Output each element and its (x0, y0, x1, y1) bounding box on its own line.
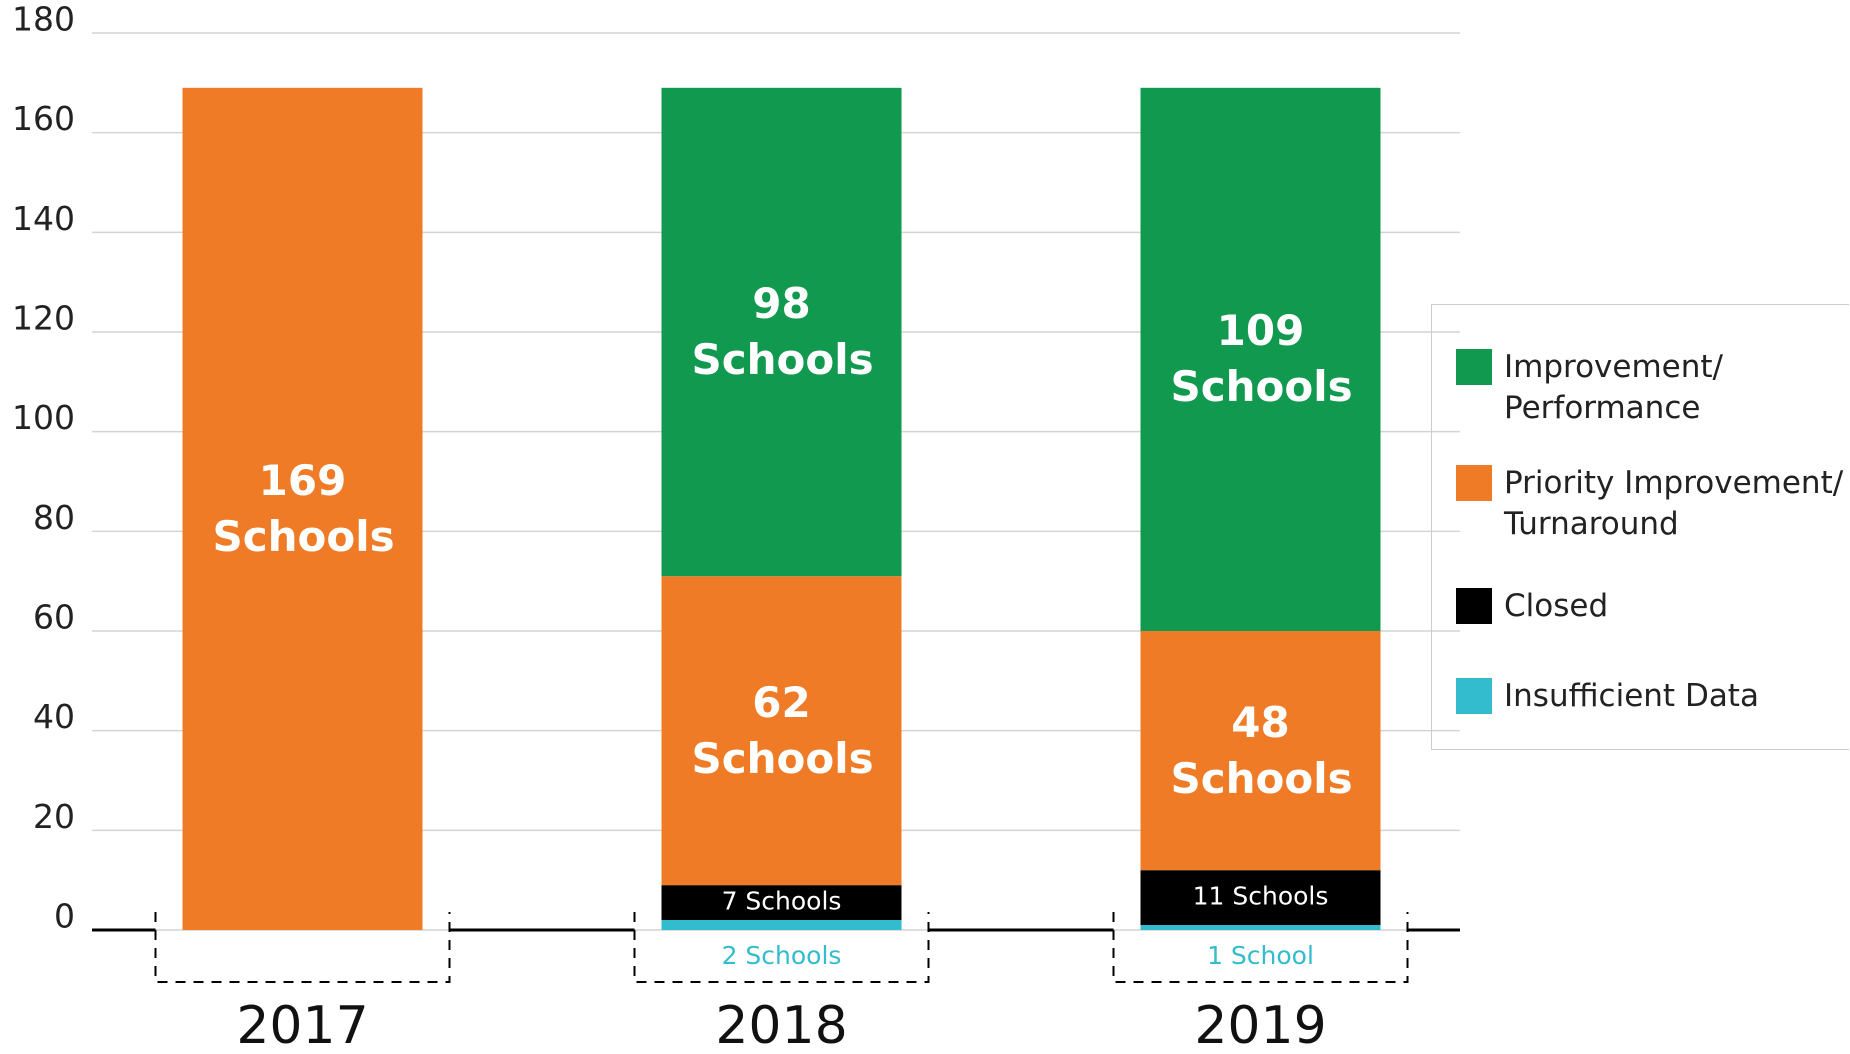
y-tick-label: 20 (33, 797, 75, 836)
bar-segment (1140, 925, 1381, 930)
legend-swatch (1456, 349, 1492, 385)
axis-bracket (154, 912, 451, 983)
bar-segment (661, 576, 902, 886)
bar-segment (1140, 870, 1381, 926)
axis-bracket (633, 912, 930, 983)
bar-segment (1140, 631, 1381, 871)
data-label: 2 Schools (722, 941, 842, 970)
legend-item: Closed (1456, 586, 1844, 627)
y-tick-label: 0 (54, 897, 75, 936)
bar-segment (1140, 87, 1381, 632)
y-tick-label: 180 (12, 0, 75, 39)
data-label: 109 Schools (1170, 306, 1353, 412)
data-label: 11 Schools (1193, 882, 1329, 911)
data-label: 1 School (1207, 941, 1314, 970)
legend-label: Closed (1504, 588, 1609, 624)
y-tick-label: 120 (12, 299, 75, 338)
legend-swatch (1456, 465, 1492, 501)
x-tick-label: 2018 (715, 996, 847, 1054)
data-label: 7 Schools (722, 887, 842, 916)
y-tick-label: 80 (33, 498, 75, 537)
legend-swatch (1456, 588, 1492, 624)
bar-segment (661, 885, 902, 921)
data-label: 169 Schools (212, 455, 395, 561)
data-label: 98 Schools (691, 279, 874, 384)
y-tick-label: 60 (33, 598, 75, 637)
legend-item: Insufficient Data (1456, 676, 1844, 717)
legend-item: Priority Improvement/ Turnaround (1456, 463, 1844, 545)
y-tick-label: 40 (33, 697, 75, 736)
bar-segment (182, 87, 423, 931)
legend-label: Improvement/ Performance (1504, 349, 1723, 426)
bar-segment (661, 87, 902, 577)
axis-bracket (1112, 912, 1409, 983)
legend: Improvement/ Performance Priority Improve… (1431, 304, 1849, 750)
x-tick-label: 2019 (1194, 996, 1326, 1054)
y-tick-label: 140 (12, 199, 75, 238)
legend-label: Priority Improvement/ Turnaround (1504, 465, 1844, 542)
legend-swatch (1456, 678, 1492, 714)
legend-label: Insufficient Data (1504, 678, 1759, 714)
x-tick-label: 2017 (236, 996, 368, 1054)
data-label: 62 Schools (691, 677, 874, 783)
bar-segment (661, 920, 902, 930)
y-tick-label: 160 (12, 99, 75, 138)
y-tick-label: 100 (12, 398, 75, 437)
data-label: 48 Schools (1170, 697, 1353, 803)
legend-item: Improvement/ Performance (1456, 347, 1844, 429)
